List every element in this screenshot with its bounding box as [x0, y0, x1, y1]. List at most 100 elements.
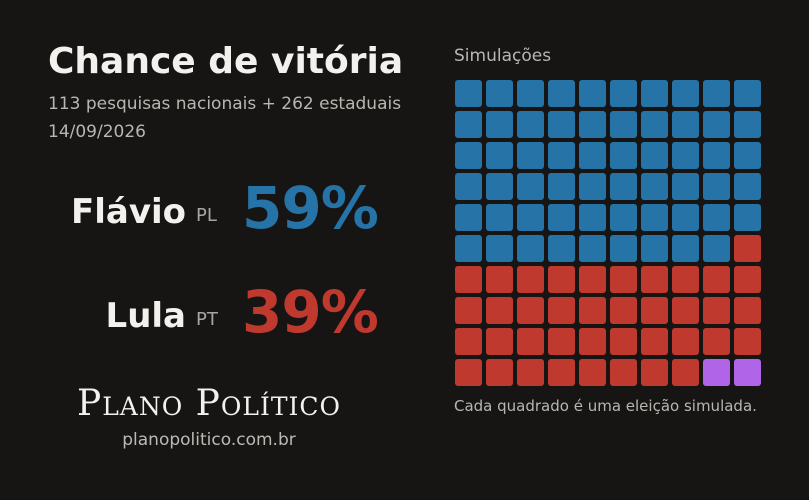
waffle-cell-pl	[734, 204, 761, 231]
waffle-cell-pl	[548, 204, 575, 231]
waffle-cell-pt	[548, 266, 575, 293]
waffle-cell-pt	[486, 359, 513, 386]
brand-url: planopolitico.com.br	[122, 430, 296, 450]
waffle-cell-pl	[641, 204, 668, 231]
waffle-cell-pt	[455, 266, 482, 293]
candidate-name: Lula	[105, 296, 186, 336]
waffle-cell-pt	[641, 359, 668, 386]
waffle-cell-pt	[486, 328, 513, 355]
waffle-cell-pl	[455, 173, 482, 200]
waffle-cell-pl	[703, 80, 730, 107]
waffle-cell-pl	[672, 235, 699, 262]
waffle-cell-pt	[734, 328, 761, 355]
poll-count-subtitle: 113 pesquisas nacionais + 262 estaduais	[48, 94, 402, 114]
waffle-cell-pt	[486, 297, 513, 324]
waffle-cell-pl	[610, 235, 637, 262]
waffle-cell-pt	[672, 359, 699, 386]
waffle-cell-pt	[517, 297, 544, 324]
waffle-cell-pt	[703, 328, 730, 355]
waffle-cell-other	[703, 359, 730, 386]
waffle-cell-pl	[579, 173, 606, 200]
waffle-cell-pt	[455, 328, 482, 355]
waffle-cell-pl	[641, 235, 668, 262]
waffle-cell-pl	[610, 142, 637, 169]
waffle-cell-pt	[579, 266, 606, 293]
waffle-cell-pl	[641, 142, 668, 169]
waffle-cell-pt	[579, 297, 606, 324]
waffle-cell-pl	[486, 80, 513, 107]
waffle-cell-pt	[610, 359, 637, 386]
waffle-cell-pt	[610, 297, 637, 324]
waffle-cell-pl	[548, 173, 575, 200]
waffle-cell-pl	[703, 142, 730, 169]
waffle-cell-pl	[672, 173, 699, 200]
waffle-cell-pl	[734, 80, 761, 107]
waffle-cell-pl	[672, 111, 699, 138]
waffle-cell-pl	[703, 173, 730, 200]
waffle-cell-pl	[517, 80, 544, 107]
waffle-cell-pt	[455, 297, 482, 324]
waffle-cell-pl	[703, 111, 730, 138]
waffle-cell-pl	[548, 111, 575, 138]
waffle-cell-pl	[610, 173, 637, 200]
waffle-cell-pl	[455, 142, 482, 169]
waffle-cell-pt	[548, 328, 575, 355]
waffle-cell-pt	[672, 328, 699, 355]
waffle-cell-pt	[734, 297, 761, 324]
waffle-cell-pl	[703, 204, 730, 231]
waffle-cell-pl	[486, 204, 513, 231]
waffle-cell-pt	[517, 359, 544, 386]
waffle-cell-pt	[641, 328, 668, 355]
waffle-cell-pt	[548, 359, 575, 386]
waffle-cell-pl	[734, 111, 761, 138]
waffle-grid	[455, 80, 761, 386]
candidate-win-chance: 39%	[242, 278, 379, 346]
waffle-cell-pl	[579, 204, 606, 231]
waffle-cell-pl	[548, 235, 575, 262]
waffle-cell-pl	[703, 235, 730, 262]
candidate-row-lula: Lula PT 39%	[0, 280, 400, 350]
waffle-cell-pt	[548, 297, 575, 324]
brand-logo: Plano Político	[76, 383, 342, 424]
waffle-cell-pl	[641, 173, 668, 200]
waffle-cell-pl	[517, 204, 544, 231]
waffle-cell-pt	[703, 297, 730, 324]
waffle-cell-pt	[734, 235, 761, 262]
waffle-cell-pl	[672, 80, 699, 107]
waffle-cell-pl	[610, 204, 637, 231]
waffle-cell-pt	[610, 328, 637, 355]
waffle-cell-pl	[579, 142, 606, 169]
waffle-cell-pl	[548, 142, 575, 169]
waffle-cell-pt	[579, 328, 606, 355]
waffle-cell-pl	[517, 142, 544, 169]
waffle-caption: Cada quadrado é uma eleição simulada.	[454, 397, 757, 415]
waffle-cell-pl	[579, 111, 606, 138]
waffle-cell-pl	[486, 111, 513, 138]
waffle-cell-pl	[455, 111, 482, 138]
waffle-cell-pl	[517, 173, 544, 200]
waffle-cell-pt	[641, 297, 668, 324]
candidate-party: PL	[196, 205, 217, 226]
waffle-cell-pl	[486, 142, 513, 169]
waffle-cell-pl	[579, 80, 606, 107]
waffle-cell-pl	[455, 235, 482, 262]
waffle-cell-pt	[455, 359, 482, 386]
candidate-win-chance: 59%	[242, 174, 379, 242]
waffle-cell-pl	[734, 142, 761, 169]
waffle-cell-pl	[672, 142, 699, 169]
update-date: 14/09/2026	[48, 122, 146, 142]
waffle-cell-pt	[672, 297, 699, 324]
chart-title: Chance de vitória	[48, 41, 404, 82]
waffle-cell-pl	[486, 173, 513, 200]
waffle-cell-pt	[610, 266, 637, 293]
candidate-name: Flávio	[71, 192, 186, 232]
waffle-cell-pl	[486, 235, 513, 262]
waffle-cell-pt	[517, 266, 544, 293]
waffle-cell-pl	[641, 80, 668, 107]
waffle-cell-pt	[641, 266, 668, 293]
waffle-cell-pl	[455, 80, 482, 107]
waffle-cell-pl	[579, 235, 606, 262]
waffle-cell-pl	[517, 235, 544, 262]
waffle-cell-pl	[610, 111, 637, 138]
waffle-cell-pt	[672, 266, 699, 293]
